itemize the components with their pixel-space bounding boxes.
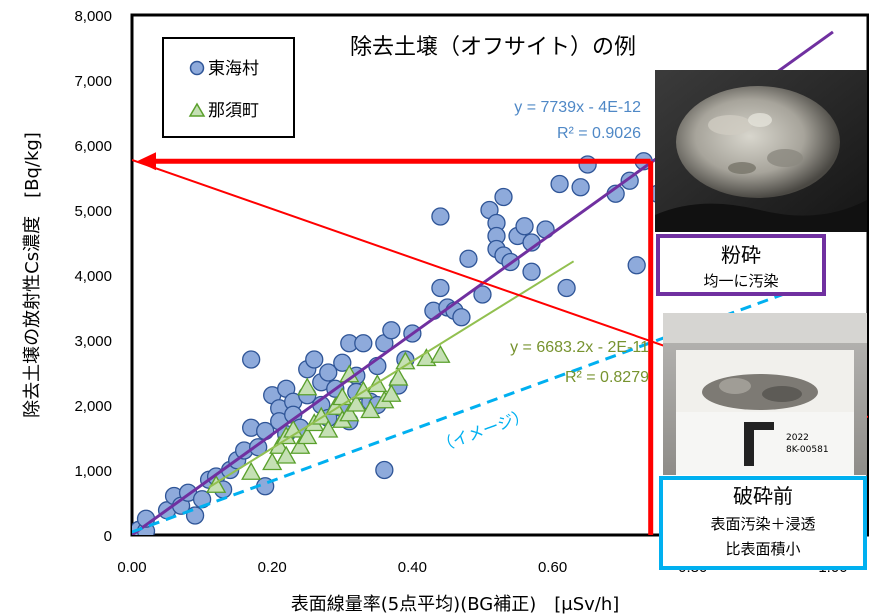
point-tokai [382,321,401,340]
y-tick-label: 6,000 [74,138,112,155]
x-axis-title: 表面線量率(5点平均)(BG補正) [μSv/h] [291,594,620,615]
crushed-label-sub: 均一に汚染 [703,272,778,290]
point-tokai [557,278,576,298]
x-tick-label: 0.60 [538,559,567,576]
point-nasu [241,461,262,480]
y-tick-label: 5,000 [74,203,112,220]
point-tokai [431,278,450,298]
point-nasu [339,364,360,383]
x-tick-label: 0.00 [117,559,146,576]
pre-crush-sub-1: 表面汚染＋浸透 [710,515,815,533]
pre-crush-sub-2: 比表面積小 [725,540,800,558]
crushed-label-title: 粉砕 [721,243,761,267]
photo-marking-year: 2022 [786,433,809,443]
point-nasu [339,403,360,422]
point-nasu [276,445,297,464]
r2-nasu: R² = 0.8279 [565,369,649,386]
point-nasu [381,383,402,402]
red-arrowhead [137,152,156,171]
point-tokai [459,249,478,268]
point-nasu [430,344,451,363]
photo-crushed-soil [655,70,867,232]
y-tick-label: 3,000 [74,333,112,350]
y-tick-label: 0 [104,528,112,545]
point-tokai [242,350,261,369]
equation-nasu: y = 6683.2x - 2E-11 [510,339,649,356]
point-tokai [571,178,590,197]
point-tokai [627,256,646,275]
point-nasu [290,435,311,454]
point-nasu [318,419,339,438]
x-tick-label: 0.40 [398,559,427,576]
photo-marking-id: 8K-00581 [786,445,829,455]
pre-crush-title: 破砕前 [733,484,793,508]
point-tokai [333,353,352,372]
pre-crush-label-box: 破砕前 表面汚染＋浸透 比表面積小 [659,476,867,570]
legend-label-nasu: 那須町 [208,101,259,121]
y-tick-label: 8,000 [74,8,112,25]
point-nasu [388,367,409,386]
point-tokai [354,334,373,353]
y-axis-ticks: 0 1,000 2,000 3,000 4,000 5,000 6,000 7,000 8,00… [74,8,112,545]
point-tokai [494,187,513,207]
point-tokai [375,460,394,480]
y-tick-label: 2,000 [74,398,112,415]
crushed-label-box: 粉砕 均一に汚染 [656,234,826,296]
photo-container: 2022 8K-00581 [663,313,867,475]
legend-marker-tokai [189,60,205,76]
point-nasu [360,400,381,419]
point-nasu [346,393,367,412]
y-tick-label: 1,000 [74,463,112,480]
reference-lines [137,152,654,535]
point-nasu [269,435,290,454]
point-tokai [550,174,569,194]
point-nasu [395,351,416,370]
point-tokai [522,262,541,281]
point-tokai [515,217,534,236]
legend: 東海村 那須町 [162,37,295,138]
image-dashed-line [132,288,796,534]
point-nasu [262,452,283,471]
point-tokai [319,363,338,382]
y-tick-label: 4,000 [74,268,112,285]
legend-label-tokai: 東海村 [208,59,259,79]
point-tokai [473,285,492,304]
x-tick-label: 0.20 [258,559,287,576]
point-tokai [452,308,471,327]
point-nasu [297,426,318,445]
point-tokai [305,350,324,369]
point-nasu [206,474,227,493]
r2-tokai: R² = 0.9026 [557,125,641,142]
point-nasu [297,377,318,396]
chart-title: 除去土壌（オフサイト）の例 [350,35,636,60]
point-nasu [416,348,437,367]
equation-tokai: y = 7739x - 4E-12 [514,99,641,116]
trendline-nasu [208,260,575,489]
point-tokai [578,155,597,174]
legend-marker-nasu [188,102,206,117]
y-axis-title: 除去土壌の放射性Cs濃度 [Bq/kg] [22,132,43,418]
point-tokai [431,207,450,226]
y-tick-label: 7,000 [74,73,112,90]
